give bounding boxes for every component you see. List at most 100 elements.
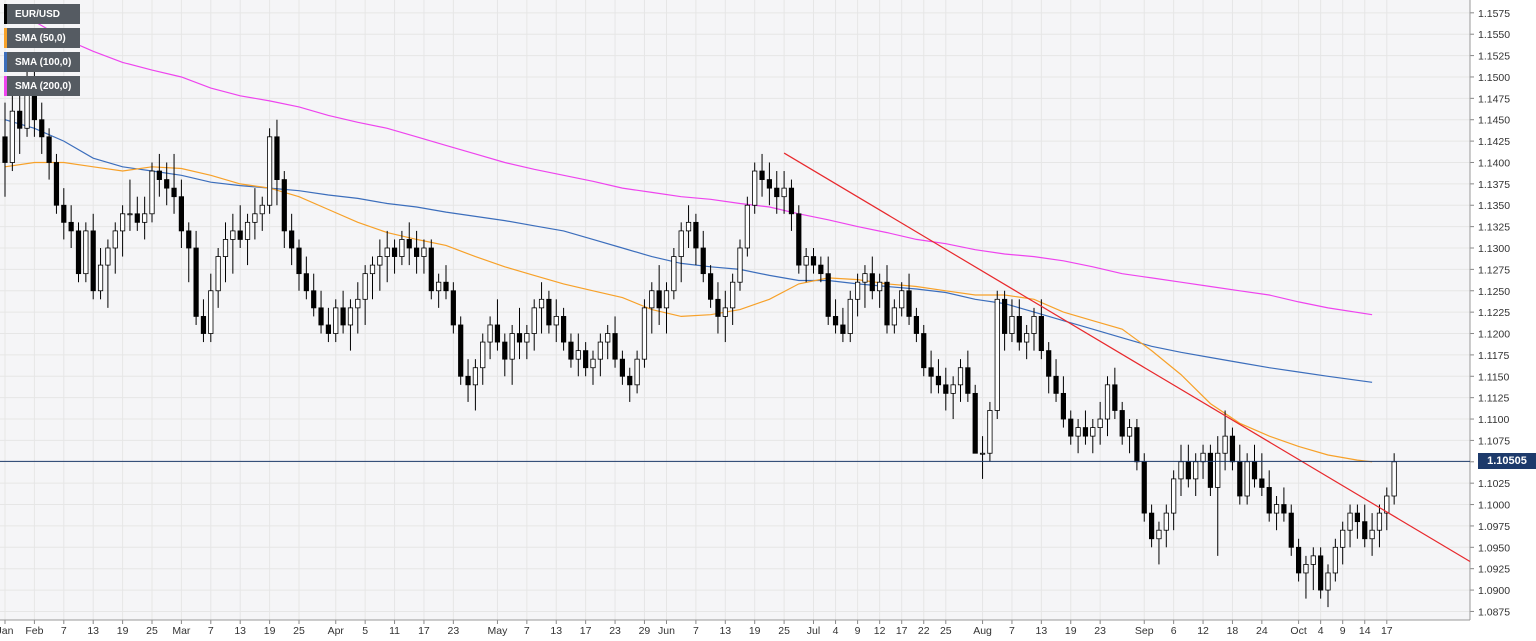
candle-bullish[interactable] bbox=[1244, 461, 1250, 497]
candle-bullish[interactable] bbox=[950, 384, 956, 394]
candle-bullish[interactable] bbox=[1384, 495, 1390, 514]
candle-bullish[interactable] bbox=[641, 307, 648, 360]
candle-bullish[interactable] bbox=[1347, 512, 1353, 531]
candle-bullish[interactable] bbox=[436, 281, 442, 292]
candle-bullish[interactable] bbox=[531, 307, 537, 334]
candle-bullish[interactable] bbox=[1126, 427, 1133, 437]
candle-bullish[interactable] bbox=[649, 290, 655, 309]
candle-bullish[interactable] bbox=[891, 307, 897, 326]
candle-bullish[interactable] bbox=[1215, 452, 1221, 488]
candle-bearish[interactable] bbox=[906, 290, 912, 317]
candle-bearish[interactable] bbox=[1318, 555, 1324, 591]
candle-bullish[interactable] bbox=[355, 298, 361, 309]
candle-bearish[interactable] bbox=[627, 375, 633, 386]
candle-bearish[interactable] bbox=[693, 221, 699, 249]
candle-bearish[interactable] bbox=[1354, 512, 1360, 523]
candle-bearish[interactable] bbox=[443, 281, 449, 292]
candle-bullish[interactable] bbox=[1104, 384, 1111, 420]
candle-bearish[interactable] bbox=[134, 213, 140, 223]
candle-bearish[interactable] bbox=[759, 170, 765, 180]
candle-bullish[interactable] bbox=[142, 213, 148, 223]
candle-bearish[interactable] bbox=[274, 136, 280, 180]
candle-bullish[interactable] bbox=[847, 298, 853, 334]
candle-bullish[interactable] bbox=[97, 264, 104, 292]
candle-bearish[interactable] bbox=[612, 333, 618, 360]
candle-bullish[interactable] bbox=[1156, 529, 1162, 540]
candle-bearish[interactable] bbox=[303, 273, 309, 292]
candle-bearish[interactable] bbox=[568, 341, 574, 360]
candle-bearish[interactable] bbox=[90, 230, 96, 292]
candle-bullish[interactable] bbox=[259, 204, 265, 215]
candle-bearish[interactable] bbox=[1046, 350, 1052, 377]
candle-bullish[interactable] bbox=[1163, 512, 1169, 531]
candle-bullish[interactable] bbox=[1193, 461, 1199, 480]
candle-bearish[interactable] bbox=[1296, 546, 1302, 574]
candle-bullish[interactable] bbox=[1200, 452, 1206, 463]
candle-bullish[interactable] bbox=[803, 256, 809, 266]
candle-bearish[interactable] bbox=[450, 290, 456, 326]
candle-bullish[interactable] bbox=[1310, 555, 1316, 565]
resistance-trendline[interactable] bbox=[783, 152, 1471, 563]
candle-bearish[interactable] bbox=[884, 281, 890, 326]
candle-bearish[interactable] bbox=[516, 333, 523, 343]
candle-bearish[interactable] bbox=[391, 247, 398, 257]
candle-bullish[interactable] bbox=[752, 170, 758, 206]
candle-bullish[interactable] bbox=[957, 367, 964, 386]
candle-bearish[interactable] bbox=[766, 179, 773, 189]
candle-bearish[interactable] bbox=[972, 392, 978, 454]
candle-bearish[interactable] bbox=[502, 341, 508, 360]
candle-bearish[interactable] bbox=[68, 221, 74, 232]
candle-bullish[interactable] bbox=[1024, 333, 1030, 343]
candle-bullish[interactable] bbox=[1391, 461, 1397, 497]
candle-bullish[interactable] bbox=[1332, 546, 1338, 574]
candle-bearish[interactable] bbox=[325, 324, 332, 334]
legend-sma50[interactable]: SMA (50,0) bbox=[4, 28, 80, 48]
candle-bullish[interactable] bbox=[215, 256, 221, 292]
candle-bearish[interactable] bbox=[1016, 316, 1022, 343]
candle-bullish[interactable] bbox=[333, 307, 339, 334]
candle-bearish[interactable] bbox=[1207, 452, 1213, 488]
candle-bullish[interactable] bbox=[252, 213, 258, 223]
candle-bullish[interactable] bbox=[730, 281, 736, 309]
legend-sma100[interactable]: SMA (100,0) bbox=[4, 52, 80, 72]
candle-bearish[interactable] bbox=[171, 187, 177, 198]
candle-bearish[interactable] bbox=[1134, 427, 1140, 463]
candle-bearish[interactable] bbox=[1141, 461, 1147, 514]
candle-bearish[interactable] bbox=[61, 204, 67, 223]
candle-bearish[interactable] bbox=[546, 298, 552, 326]
candle-bearish[interactable] bbox=[561, 316, 567, 343]
candle-bearish[interactable] bbox=[869, 273, 875, 292]
candle-bullish[interactable] bbox=[369, 264, 376, 275]
candle-bearish[interactable] bbox=[583, 350, 589, 369]
candle-bullish[interactable] bbox=[1178, 461, 1184, 480]
candle-bearish[interactable] bbox=[832, 316, 839, 326]
legend-sma200[interactable]: SMA (200,0) bbox=[4, 76, 80, 96]
candle-bullish[interactable] bbox=[605, 333, 611, 343]
candle-bearish[interactable] bbox=[406, 239, 412, 249]
candle-bearish[interactable] bbox=[75, 230, 82, 275]
candle-bullish[interactable] bbox=[362, 273, 368, 300]
candle-bearish[interactable] bbox=[1002, 298, 1008, 334]
candle-bullish[interactable] bbox=[1303, 564, 1309, 574]
candle-bearish[interactable] bbox=[1060, 392, 1066, 420]
candle-bearish[interactable] bbox=[193, 247, 199, 317]
candle-bullish[interactable] bbox=[553, 316, 559, 326]
candle-bullish[interactable] bbox=[671, 256, 677, 292]
candle-bearish[interactable] bbox=[943, 384, 949, 394]
candle-bullish[interactable] bbox=[1090, 427, 1096, 437]
candle-bullish[interactable] bbox=[1222, 435, 1228, 454]
candle-bearish[interactable] bbox=[825, 273, 831, 317]
candle-bullish[interactable] bbox=[1340, 529, 1346, 548]
candle-bearish[interactable] bbox=[715, 298, 721, 317]
candle-bearish[interactable] bbox=[1082, 427, 1089, 437]
candle-bullish[interactable] bbox=[1031, 316, 1037, 334]
candle-bearish[interactable] bbox=[818, 264, 824, 275]
candle-bullish[interactable] bbox=[1273, 504, 1280, 514]
candle-bearish[interactable] bbox=[1288, 512, 1294, 548]
candle-bearish[interactable] bbox=[39, 119, 45, 138]
candle-bearish[interactable] bbox=[935, 375, 942, 386]
candle-bearish[interactable] bbox=[656, 290, 662, 309]
candle-bullish[interactable] bbox=[487, 324, 493, 343]
candle-bullish[interactable] bbox=[1376, 512, 1383, 531]
candle-bearish[interactable] bbox=[913, 316, 920, 334]
